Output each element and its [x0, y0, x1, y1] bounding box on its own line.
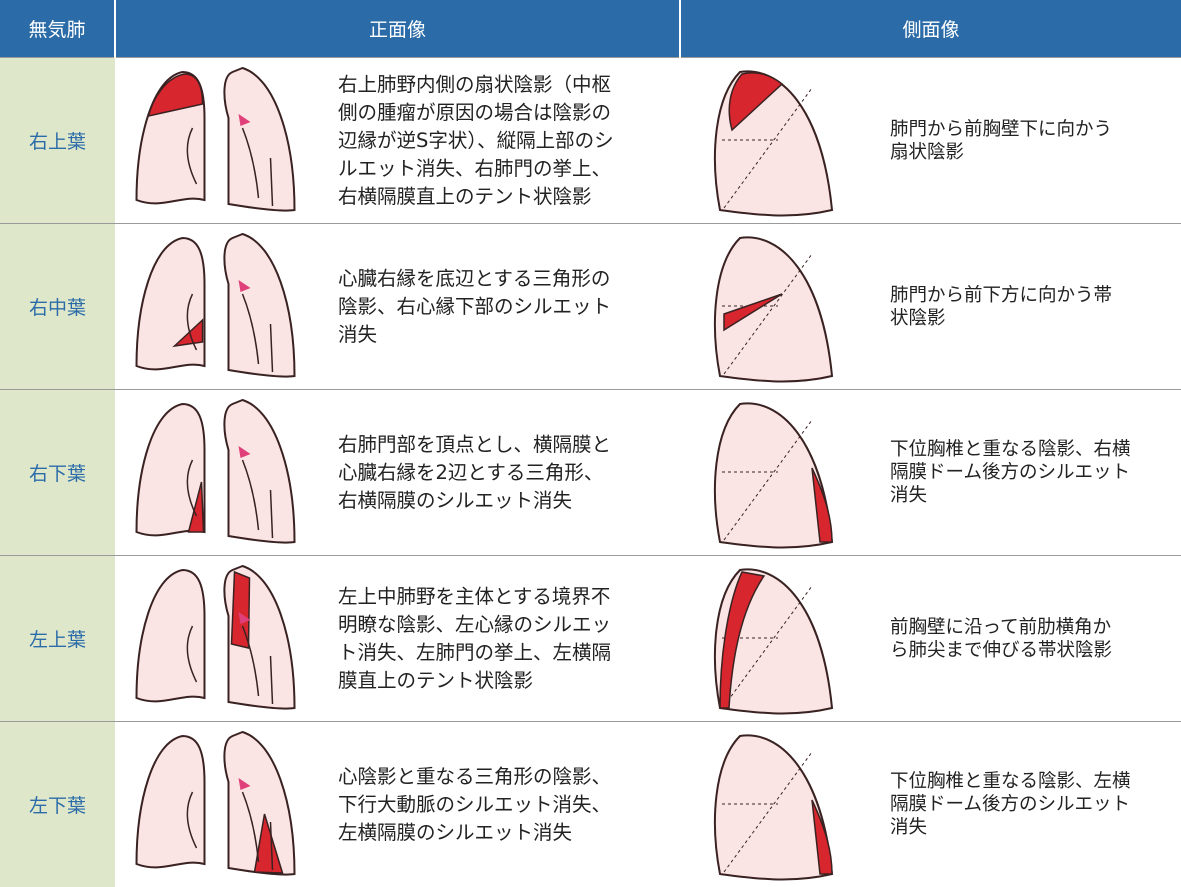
- front-description: 左上中肺野を主体とする境界不 明瞭な陰影、左心縁のシルエッ ト消失、左肺門の挙上、左…: [330, 555, 681, 722]
- header-cell: 正面像: [113, 0, 681, 58]
- front-description: 右上肺野内側の扇状陰影（中枢 側の腫瘤が原因の場合は陰影の 辺縁が逆S字状）、縦隔上…: [330, 57, 681, 224]
- side-image-cell: [680, 389, 871, 556]
- text-line: 右肺門部を頂点とし、横隔膜と: [338, 432, 612, 456]
- lobe-name: 右上葉: [0, 57, 115, 224]
- side-image-cell: [680, 555, 871, 722]
- lobe-name: 右中葉: [0, 223, 115, 390]
- side-image-cell: [680, 223, 871, 390]
- text-line: 隔膜ドーム後方のシルエット: [890, 794, 1130, 815]
- front-image-cell: [115, 555, 330, 722]
- text-line: 状陰影: [890, 307, 946, 329]
- lobe-name: 左下葉: [0, 721, 115, 887]
- side-lung-illustration: [713, 236, 834, 383]
- side-description: 下位胸椎と重なる陰影、右横 隔膜ドーム後方のシルエット 消失: [870, 389, 1181, 556]
- text-line: 心陰影と重なる三角形の陰影、: [338, 764, 612, 788]
- side-image-cell: [680, 57, 871, 224]
- text-line: 隔膜ドーム後方のシルエット: [890, 462, 1130, 483]
- text-line: 右横隔膜のシルエット消失: [338, 488, 573, 512]
- text-line: ト消失、左肺門の挙上、左横隔: [338, 640, 612, 664]
- text-line: 心臓右縁を底辺とする三角形の: [338, 266, 611, 290]
- text-line: 心臓右縁を2辺とする三角形、: [338, 460, 604, 484]
- header-cell: 無気肺: [0, 0, 115, 58]
- text-line: 左横隔膜のシルエット消失: [338, 820, 573, 844]
- header-cell: 側面像: [679, 0, 1181, 58]
- side-description: 前胸壁に沿って前肋横角か ら肺尖まで伸びる帯状陰影: [870, 555, 1181, 722]
- side-lung-illustration: [713, 734, 834, 881]
- text-line: 消失: [338, 322, 378, 346]
- front-lung-illustration: [135, 398, 296, 544]
- front-description: 右肺門部を頂点とし、横隔膜と 心臓右縁を2辺とする三角形、 右横隔膜のシルエット消失: [330, 389, 681, 556]
- text-line: 消失: [890, 485, 928, 506]
- front-image-cell: [115, 721, 330, 887]
- side-description: 肺門から前胸壁下に向かう 扇状陰影: [870, 57, 1181, 224]
- front-image-cell: [115, 223, 330, 390]
- text-line: ルエット消失、右肺門の挙上、: [338, 156, 612, 180]
- front-image-cell: [115, 57, 330, 224]
- text-line: 陰影、右心縁下部のシルエット: [338, 294, 612, 318]
- front-lung-illustration: [135, 66, 296, 212]
- table-row: 右上葉 右上肺野内側の扇状陰影（中枢 側の腫瘤が原因の場合は陰影の 辺縁が逆S字状）…: [0, 57, 1181, 224]
- side-lung-illustration: [713, 70, 834, 217]
- text-line: 消失: [890, 817, 928, 838]
- lobe-name: 右下葉: [0, 389, 115, 556]
- text-line: 明瞭な陰影、左心縁のシルエッ: [338, 612, 612, 636]
- side-lung-illustration: [713, 568, 834, 715]
- side-description: 肺門から前下方に向かう帯 状陰影: [870, 223, 1181, 390]
- side-description: 下位胸椎と重なる陰影、左横 隔膜ドーム後方のシルエット 消失: [870, 721, 1181, 887]
- text-line: 右上肺野内側の扇状陰影（中枢: [338, 72, 612, 96]
- text-line: ら肺尖まで伸びる帯状陰影: [890, 639, 1113, 661]
- text-line: 右横隔膜直上のテント状陰影: [338, 184, 592, 208]
- table-row: 左下葉 心陰影と重なる三角形の陰影、 下行大動脈のシルエット消失、 左横隔膜のシルエ…: [0, 721, 1181, 887]
- text-line: 下行大動脈のシルエット消失、: [338, 792, 612, 816]
- text-line: 側の腫瘤が原因の場合は陰影の: [338, 100, 612, 124]
- table-row: 右中葉 心臓右縁を底辺とする三角形の 陰影、右心縁下部のシルエット 消失 肺門から前…: [0, 223, 1181, 390]
- side-lung-illustration: [713, 402, 834, 549]
- text-line: 扇状陰影: [890, 141, 965, 163]
- side-image-cell: [680, 721, 871, 887]
- table-row: 右下葉 右肺門部を頂点とし、横隔膜と 心臓右縁を2辺とする三角形、 右横隔膜のシルエ…: [0, 389, 1181, 556]
- table-row: 左上葉 左上中肺野を主体とする境界不 明瞭な陰影、左心縁のシルエッ ト消失、左肺門の…: [0, 555, 1181, 722]
- text-line: 辺縁が逆S字状）、縦隔上部のシ: [338, 128, 614, 152]
- text-line: 左上中肺野を主体とする境界不: [338, 584, 611, 608]
- text-line: 膜直上のテント状陰影: [338, 668, 534, 692]
- front-lung-illustration: [135, 564, 296, 710]
- lobe-name: 左上葉: [0, 555, 115, 722]
- text-line: 下位胸椎と重なる陰影、左横: [890, 771, 1131, 792]
- front-image-cell: [115, 389, 330, 556]
- front-description: 心臓右縁を底辺とする三角形の 陰影、右心縁下部のシルエット 消失: [330, 223, 681, 390]
- front-lung-illustration: [135, 730, 296, 876]
- text-line: 前胸壁に沿って前肋横角か: [890, 616, 1112, 638]
- text-line: 肺門から前下方に向かう帯: [890, 284, 1113, 306]
- front-description: 心陰影と重なる三角形の陰影、 下行大動脈のシルエット消失、 左横隔膜のシルエット消失: [330, 721, 681, 887]
- text-line: 肺門から前胸壁下に向かう: [890, 118, 1113, 140]
- front-lung-illustration: [135, 232, 296, 378]
- text-line: 下位胸椎と重なる陰影、右横: [890, 439, 1131, 460]
